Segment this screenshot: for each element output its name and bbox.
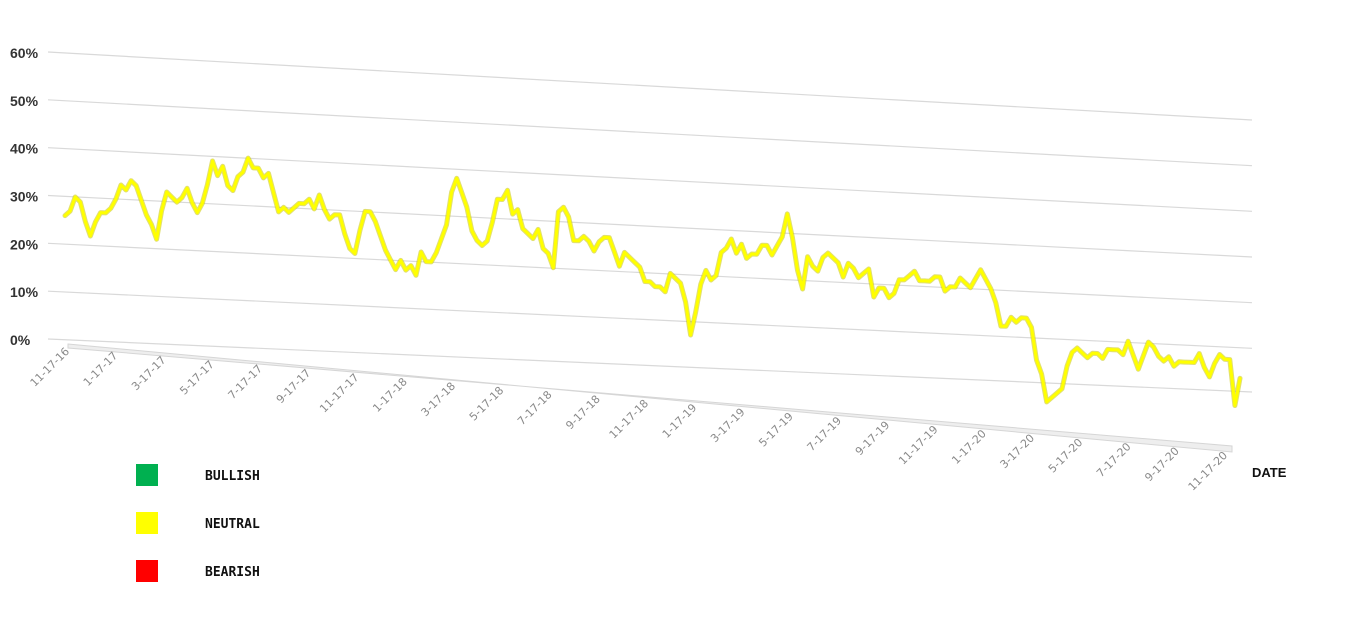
x-tick-label: 3-17-18 xyxy=(419,380,459,420)
legend-label: NEUTRAL xyxy=(205,517,260,532)
legend: BULLISH NEUTRAL BEARISH xyxy=(136,464,260,582)
x-tick-label: 5-17-20 xyxy=(1046,436,1086,476)
gridline xyxy=(47,99,1253,167)
x-tick-label: 7-17-20 xyxy=(1094,440,1134,480)
x-axis-label: DATE xyxy=(1252,465,1287,480)
x-tick-label: 11-17-16 xyxy=(28,345,73,390)
gridline xyxy=(47,194,1253,258)
gridline xyxy=(47,338,1253,393)
floor-plane xyxy=(67,343,1233,453)
x-tick-label: 11-17-19 xyxy=(896,423,941,468)
x-tick-label: 7-17-17 xyxy=(226,362,266,402)
x-tick-label: 3-17-17 xyxy=(129,354,169,394)
x-tick-label: 3-17-19 xyxy=(708,406,748,446)
x-tick-label: 3-17-20 xyxy=(998,432,1038,472)
x-tick-label: 9-17-17 xyxy=(274,367,314,407)
legend-swatch xyxy=(136,560,158,582)
legend-swatch xyxy=(136,464,158,486)
y-tick-label: 40% xyxy=(10,141,39,157)
x-tick-label: 1-17-18 xyxy=(370,375,410,415)
y-tick-label: 0% xyxy=(10,332,31,348)
x-tick-label: 9-17-18 xyxy=(563,393,603,433)
series-line-shadow xyxy=(62,155,1243,408)
legend-label: BULLISH xyxy=(205,469,260,484)
x-tick-label: 1-17-20 xyxy=(949,427,989,467)
gridlines xyxy=(47,51,1253,393)
x-tick-label: 9-17-19 xyxy=(853,419,893,459)
x-tick-label: 11-17-17 xyxy=(317,371,362,416)
y-tick-label: 60% xyxy=(10,45,39,61)
gridline xyxy=(47,51,1253,121)
legend-label: BEARISH xyxy=(205,565,260,580)
x-tick-label: 9-17-20 xyxy=(1142,445,1182,485)
x-tick-label: 7-17-18 xyxy=(515,388,555,428)
x-tick-label: 5-17-19 xyxy=(756,410,796,450)
y-tick-label: 30% xyxy=(10,189,39,205)
y-tick-label: 50% xyxy=(10,93,39,109)
series-line xyxy=(63,156,1242,407)
gridline xyxy=(47,290,1253,349)
x-tick-label: 1-17-19 xyxy=(660,401,700,441)
x-tick-label: 7-17-19 xyxy=(805,414,845,454)
x-tick-label: 1-17-17 xyxy=(81,349,121,389)
y-tick-label: 20% xyxy=(10,236,39,252)
legend-swatch xyxy=(136,512,158,534)
x-tick-label: 11-17-20 xyxy=(1186,449,1231,494)
x-tick-label: 5-17-17 xyxy=(177,358,217,398)
x-tick-label: 5-17-18 xyxy=(467,384,507,424)
x-tick-label: 11-17-18 xyxy=(607,397,652,442)
y-axis-ticks: 0% 10% 20% 30% 40% 50% 60% xyxy=(10,45,39,348)
chart-floor xyxy=(67,343,1233,453)
y-tick-label: 10% xyxy=(10,284,39,300)
gridline xyxy=(47,242,1253,304)
series-layer xyxy=(62,155,1243,408)
